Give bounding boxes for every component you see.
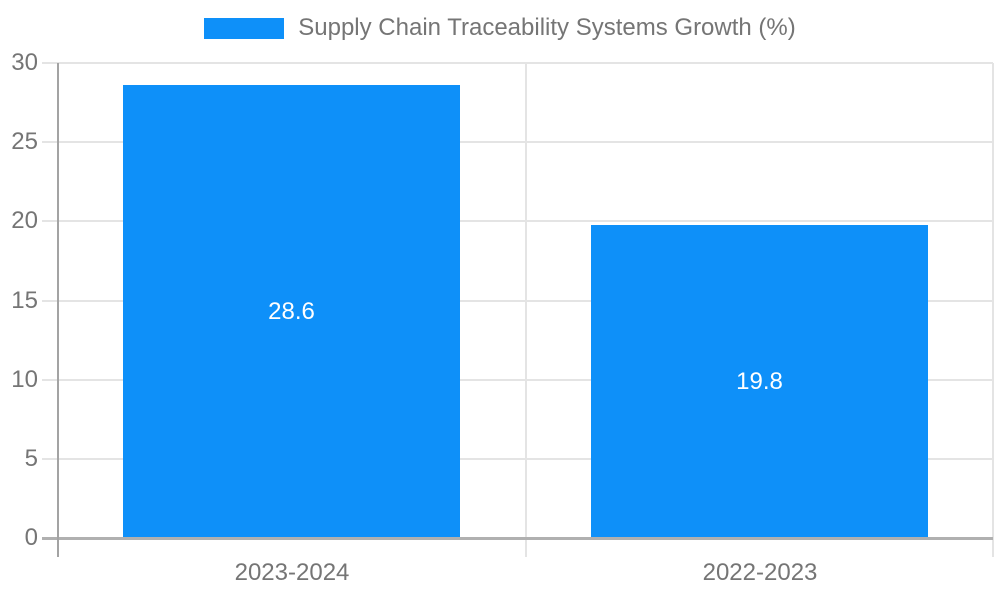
bar-value-label: 28.6 [268, 297, 315, 325]
legend-swatch [204, 17, 285, 39]
y-axis-tick-label: 15 [11, 287, 38, 314]
x-axis-baseline [42, 537, 993, 540]
y-axis-tick-label: 5 [24, 445, 38, 472]
y-gridline [42, 141, 993, 143]
y-axis-tick-label: 30 [11, 49, 38, 76]
bar-2022-2023[interactable]: 19.8 [591, 225, 928, 539]
y-gridline [42, 458, 993, 460]
legend-label: Supply Chain Traceability Systems Growth… [298, 14, 796, 41]
y-axis-tick-label: 25 [11, 128, 38, 155]
bar-value-label: 19.8 [736, 368, 783, 395]
y-axis-line [57, 63, 59, 557]
y-axis-tick-label: 0 [24, 524, 38, 551]
y-gridline [42, 379, 993, 381]
y-axis-tick-label: 10 [11, 366, 38, 393]
x-axis-label: 2022-2023 [702, 559, 818, 586]
y-gridline [42, 62, 993, 64]
x-axis-label: 2023-2024 [234, 559, 350, 586]
y-gridline [42, 220, 993, 222]
y-axis-tick-label: 20 [11, 207, 38, 234]
chart-legend: Supply Chain Traceability Systems Growth… [0, 14, 1000, 42]
y-gridline [42, 300, 993, 302]
bar-2023-2024[interactable]: 28.6 [123, 85, 460, 538]
category-boundary-gridline [992, 63, 994, 557]
category-boundary-gridline [525, 63, 527, 557]
